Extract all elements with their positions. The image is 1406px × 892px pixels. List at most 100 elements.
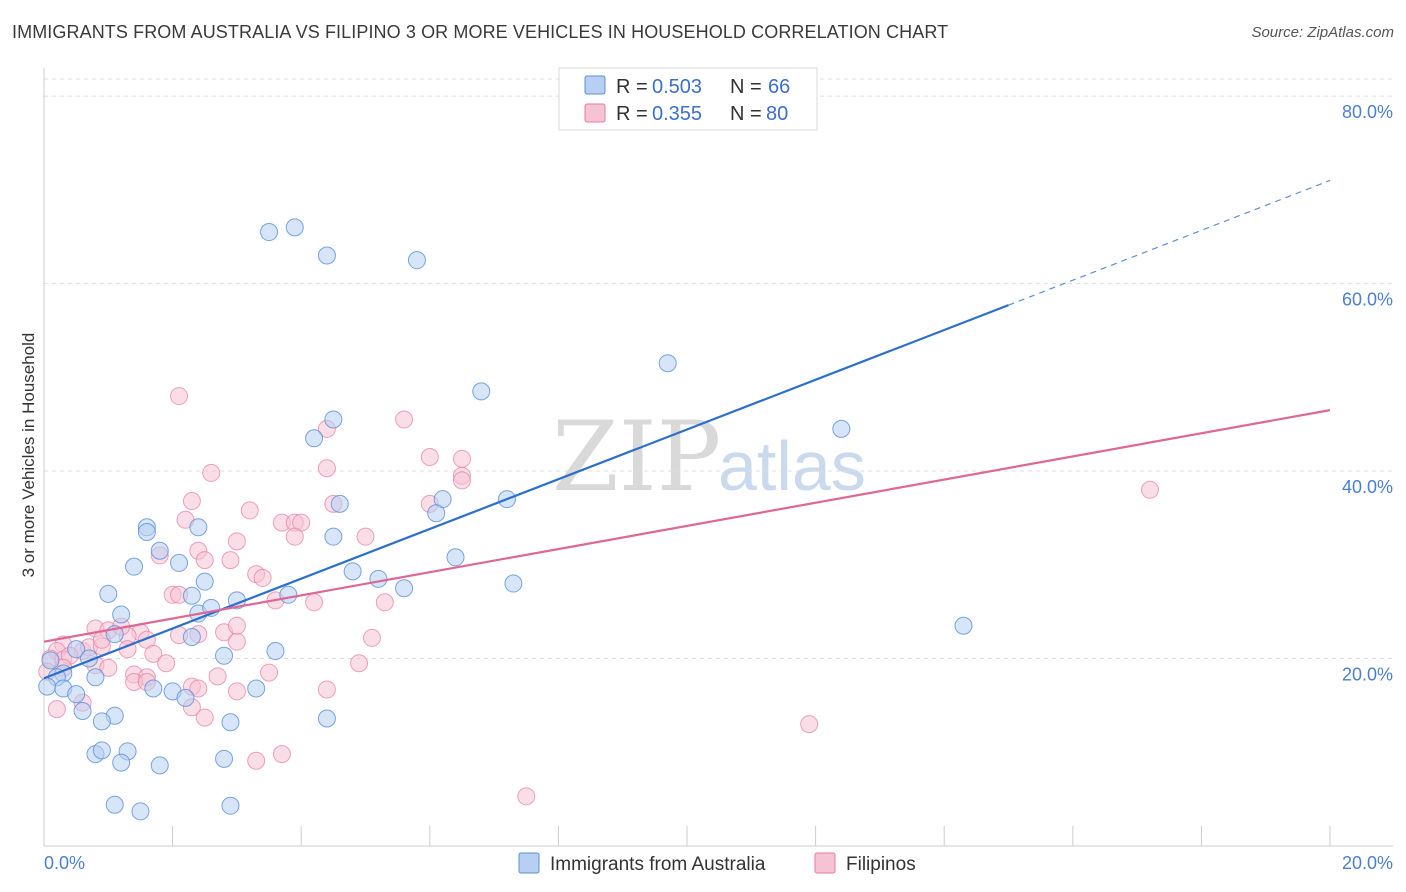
filipinos-point: [144, 644, 163, 663]
axes: [43, 68, 1393, 847]
watermark-zip: ZIP: [552, 401, 721, 513]
stats-legend: R = 0.503 N = 66 R = 0.355 N = 80: [558, 67, 818, 131]
filipinos-point: [800, 715, 819, 734]
australia-trend-line: [43, 304, 1009, 680]
australia-point: [221, 713, 240, 732]
australia-point: [305, 429, 324, 448]
y-axis-label: 3 or more Vehicles in Household: [19, 333, 38, 578]
australia-point: [832, 419, 851, 438]
australia-point: [324, 410, 343, 429]
filipinos-point: [305, 593, 324, 612]
source-label: Source: ZipAtlas.com: [1251, 24, 1394, 41]
bottom-legend-australia: Immigrants from Australia: [550, 854, 766, 875]
y-tick-labels: 20.0% 40.0% 60.0% 80.0%: [1342, 102, 1393, 684]
australia-point: [67, 640, 86, 659]
australia-point: [182, 586, 201, 605]
filipinos-point: [452, 449, 471, 468]
australia-point: [260, 223, 279, 242]
filipinos-point: [202, 463, 221, 482]
filipinos-point: [240, 501, 259, 520]
filipinos-point: [1140, 480, 1159, 499]
filipinos-point: [285, 527, 304, 546]
australia-point: [73, 702, 92, 721]
australia-point: [150, 541, 169, 560]
australia-point: [38, 677, 57, 696]
australia-point: [343, 562, 362, 581]
filipinos-point: [47, 700, 66, 719]
australia-point: [112, 753, 131, 772]
filipinos-point: [170, 387, 189, 406]
australia-point: [189, 518, 208, 537]
australia-point: [247, 679, 266, 698]
australia-point: [150, 756, 169, 775]
australia-point: [317, 709, 336, 728]
filipinos-point: [182, 492, 201, 511]
australia-point: [395, 579, 414, 598]
australia-point: [144, 679, 163, 698]
bottom-legend-swatch-pink: [814, 852, 836, 874]
filipinos-point: [260, 663, 279, 682]
filipinos-point: [227, 682, 246, 701]
chart-title: IMMIGRANTS FROM AUSTRALIA VS FILIPINO 3 …: [12, 22, 949, 42]
australia-point: [195, 572, 214, 591]
filipinos-point: [157, 654, 176, 673]
australia-point: [105, 795, 124, 814]
australia-point: [658, 354, 677, 373]
filipinos-trend-line: [43, 409, 1331, 643]
filipinos-point: [272, 745, 291, 764]
australia-trend-extension: [1008, 179, 1331, 306]
australia-point: [407, 251, 426, 270]
australia-point: [92, 712, 111, 731]
australia-point: [215, 646, 234, 665]
filipinos-point: [99, 658, 118, 677]
australia-point: [176, 688, 195, 707]
filipinos-point: [253, 568, 272, 587]
australia-point: [317, 246, 336, 265]
filipinos-point: [189, 679, 208, 698]
filipinos-point: [227, 532, 246, 551]
legend-n-label-pink: N =: [730, 103, 762, 125]
australia-point: [67, 685, 86, 704]
filipinos-point: [247, 751, 266, 770]
australia-point: [330, 494, 349, 513]
filipinos-point: [350, 654, 369, 673]
y-tick-label-60: 60.0%: [1342, 290, 1393, 310]
y-tick-label-80: 80.0%: [1342, 102, 1393, 122]
legend-swatch-blue: [584, 75, 606, 95]
filipinos-point: [227, 632, 246, 651]
australia-points: [38, 218, 973, 821]
legend-r-value-pink: 0.355: [652, 103, 702, 125]
filipinos-point: [221, 551, 240, 570]
filipinos-point: [227, 616, 246, 635]
legend-n-value-blue: 66: [768, 76, 790, 98]
australia-point: [427, 504, 446, 523]
australia-point: [137, 522, 156, 541]
x-tick-label-max: 20.0%: [1342, 853, 1393, 873]
australia-point: [182, 627, 201, 646]
grid-lines: [44, 78, 1393, 660]
australia-point: [324, 527, 343, 546]
watermark-atlas: atlas: [718, 427, 866, 505]
australia-point: [266, 642, 285, 661]
bottom-legend-swatch-blue: [518, 852, 540, 874]
filipinos-point: [375, 593, 394, 612]
australia-point: [279, 585, 298, 604]
legend-r-label-pink: R =: [616, 103, 648, 125]
australia-point: [86, 668, 105, 687]
x-tick-label-min: 0.0%: [44, 853, 85, 873]
filipinos-point: [517, 787, 536, 806]
legend-r-label-blue: R =: [616, 76, 648, 98]
trend-lines: [43, 179, 1331, 680]
series-legend: Immigrants from Australia Filipinos: [518, 852, 916, 875]
australia-point: [131, 802, 150, 821]
filipinos-point: [395, 410, 414, 429]
australia-point: [954, 616, 973, 635]
australia-point: [446, 548, 465, 567]
filipinos-point: [317, 459, 336, 478]
australia-point: [504, 574, 523, 593]
australia-point: [285, 218, 304, 237]
legend-swatch-pink: [584, 103, 606, 123]
australia-point: [170, 553, 189, 572]
bottom-legend-filipinos: Filipinos: [846, 854, 916, 875]
